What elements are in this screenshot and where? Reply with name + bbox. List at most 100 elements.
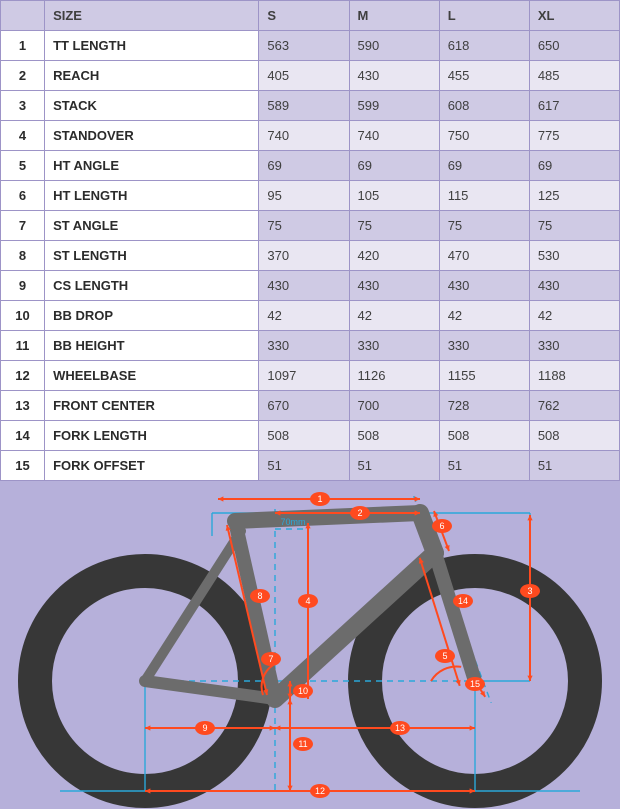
table-body: 1TT LENGTH5635906186502REACH405430455485… (1, 31, 620, 481)
row-label: BB DROP (45, 301, 259, 331)
row-value: 740 (259, 121, 349, 151)
row-value: 430 (349, 61, 439, 91)
row-num: 2 (1, 61, 45, 91)
table-header: SIZE S M L XL (1, 1, 620, 31)
row-label: STANDOVER (45, 121, 259, 151)
table-row: 1TT LENGTH563590618650 (1, 31, 620, 61)
svg-text:8: 8 (257, 591, 262, 601)
row-value: 330 (529, 331, 619, 361)
table-row: 13FRONT CENTER670700728762 (1, 391, 620, 421)
row-value: 430 (529, 271, 619, 301)
row-label: BB HEIGHT (45, 331, 259, 361)
row-value: 42 (529, 301, 619, 331)
table-row: 11BB HEIGHT330330330330 (1, 331, 620, 361)
row-num: 13 (1, 391, 45, 421)
row-value: 370 (259, 241, 349, 271)
row-value: 670 (259, 391, 349, 421)
row-value: 42 (259, 301, 349, 331)
row-value: 69 (439, 151, 529, 181)
row-value: 75 (439, 211, 529, 241)
row-value: 69 (349, 151, 439, 181)
row-num: 8 (1, 241, 45, 271)
row-value: 430 (259, 271, 349, 301)
row-label: ST LENGTH (45, 241, 259, 271)
header-size-s: S (259, 1, 349, 31)
row-label: TT LENGTH (45, 31, 259, 61)
row-value: 599 (349, 91, 439, 121)
row-num: 15 (1, 451, 45, 481)
bike-svg: 70mm123456789101112131415 (0, 481, 620, 809)
table-row: 3STACK589599608617 (1, 91, 620, 121)
row-num: 9 (1, 271, 45, 301)
row-value: 455 (439, 61, 529, 91)
table-row: 9CS LENGTH430430430430 (1, 271, 620, 301)
row-value: 740 (349, 121, 439, 151)
header-blank (1, 1, 45, 31)
row-num: 14 (1, 421, 45, 451)
svg-text:4: 4 (305, 596, 310, 606)
row-label: WHEELBASE (45, 361, 259, 391)
row-value: 95 (259, 181, 349, 211)
row-value: 420 (349, 241, 439, 271)
row-value: 115 (439, 181, 529, 211)
header-size-xl: XL (529, 1, 619, 31)
row-value: 430 (349, 271, 439, 301)
row-value: 75 (529, 211, 619, 241)
row-value: 430 (439, 271, 529, 301)
svg-text:15: 15 (470, 679, 480, 689)
row-value: 508 (349, 421, 439, 451)
row-value: 69 (529, 151, 619, 181)
table-row: 8ST LENGTH370420470530 (1, 241, 620, 271)
row-value: 618 (439, 31, 529, 61)
row-value: 405 (259, 61, 349, 91)
row-value: 330 (439, 331, 529, 361)
svg-text:6: 6 (439, 521, 444, 531)
table-row: 2REACH405430455485 (1, 61, 620, 91)
header-size-l: L (439, 1, 529, 31)
row-value: 470 (439, 241, 529, 271)
row-value: 51 (259, 451, 349, 481)
svg-text:12: 12 (315, 786, 325, 796)
svg-text:13: 13 (395, 723, 405, 733)
row-value: 1126 (349, 361, 439, 391)
row-label: CS LENGTH (45, 271, 259, 301)
row-value: 700 (349, 391, 439, 421)
header-size-m: M (349, 1, 439, 31)
row-value: 608 (439, 91, 529, 121)
row-num: 3 (1, 91, 45, 121)
row-label: FORK LENGTH (45, 421, 259, 451)
row-label: ST ANGLE (45, 211, 259, 241)
table-row: 14FORK LENGTH508508508508 (1, 421, 620, 451)
row-value: 617 (529, 91, 619, 121)
row-value: 75 (349, 211, 439, 241)
row-num: 11 (1, 331, 45, 361)
row-value: 589 (259, 91, 349, 121)
svg-text:7: 7 (268, 654, 273, 664)
svg-text:10: 10 (298, 686, 308, 696)
svg-text:2: 2 (357, 508, 362, 518)
row-num: 6 (1, 181, 45, 211)
geometry-table: SIZE S M L XL 1TT LENGTH5635906186502REA… (0, 0, 620, 481)
row-value: 330 (349, 331, 439, 361)
table-row: 10BB DROP42424242 (1, 301, 620, 331)
row-num: 5 (1, 151, 45, 181)
row-num: 12 (1, 361, 45, 391)
row-value: 530 (529, 241, 619, 271)
row-value: 485 (529, 61, 619, 91)
row-value: 330 (259, 331, 349, 361)
row-value: 125 (529, 181, 619, 211)
row-value: 508 (439, 421, 529, 451)
row-value: 750 (439, 121, 529, 151)
row-value: 508 (259, 421, 349, 451)
row-value: 1155 (439, 361, 529, 391)
row-label: FRONT CENTER (45, 391, 259, 421)
row-value: 508 (529, 421, 619, 451)
row-value: 563 (259, 31, 349, 61)
row-value: 75 (259, 211, 349, 241)
row-num: 1 (1, 31, 45, 61)
row-value: 42 (349, 301, 439, 331)
row-label: REACH (45, 61, 259, 91)
svg-text:14: 14 (458, 596, 468, 606)
svg-text:1: 1 (317, 494, 322, 504)
table-row: 7ST ANGLE75757575 (1, 211, 620, 241)
